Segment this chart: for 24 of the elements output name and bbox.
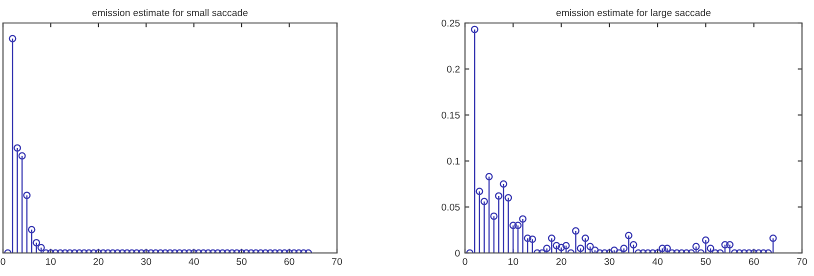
y-tick-label: 0.15	[442, 112, 460, 119]
x-tick-label: 50	[700, 258, 711, 265]
x-tick-label: 70	[797, 258, 808, 265]
x-tick-label: 60	[748, 258, 759, 265]
x-tick-label: 20	[556, 258, 566, 265]
x-tick-label: 40	[652, 258, 663, 265]
y-tick-label: 0.25	[442, 20, 460, 27]
x-tick-label: 70	[332, 258, 342, 265]
x-tick-label: 0	[462, 258, 468, 265]
y-tick-label: 0.2	[447, 66, 460, 73]
x-tick-label: 60	[284, 258, 294, 265]
chart-title: emission estimate for large saccade	[556, 9, 711, 18]
x-tick-label: 50	[236, 258, 247, 265]
y-tick-label: 0.1	[447, 158, 460, 165]
y-tick-label: 0	[455, 250, 460, 257]
x-tick-label: 10	[508, 258, 518, 265]
x-tick-label: 0	[0, 258, 6, 265]
y-tick-label: 0.05	[442, 204, 460, 211]
x-tick-label: 10	[46, 258, 56, 265]
chart-title: emission estimate for small saccade	[92, 9, 248, 16]
x-tick-label: 20	[94, 258, 104, 265]
x-tick-label: 30	[604, 258, 614, 265]
x-tick-label: 30	[141, 258, 152, 265]
x-tick-label: 40	[188, 258, 199, 265]
